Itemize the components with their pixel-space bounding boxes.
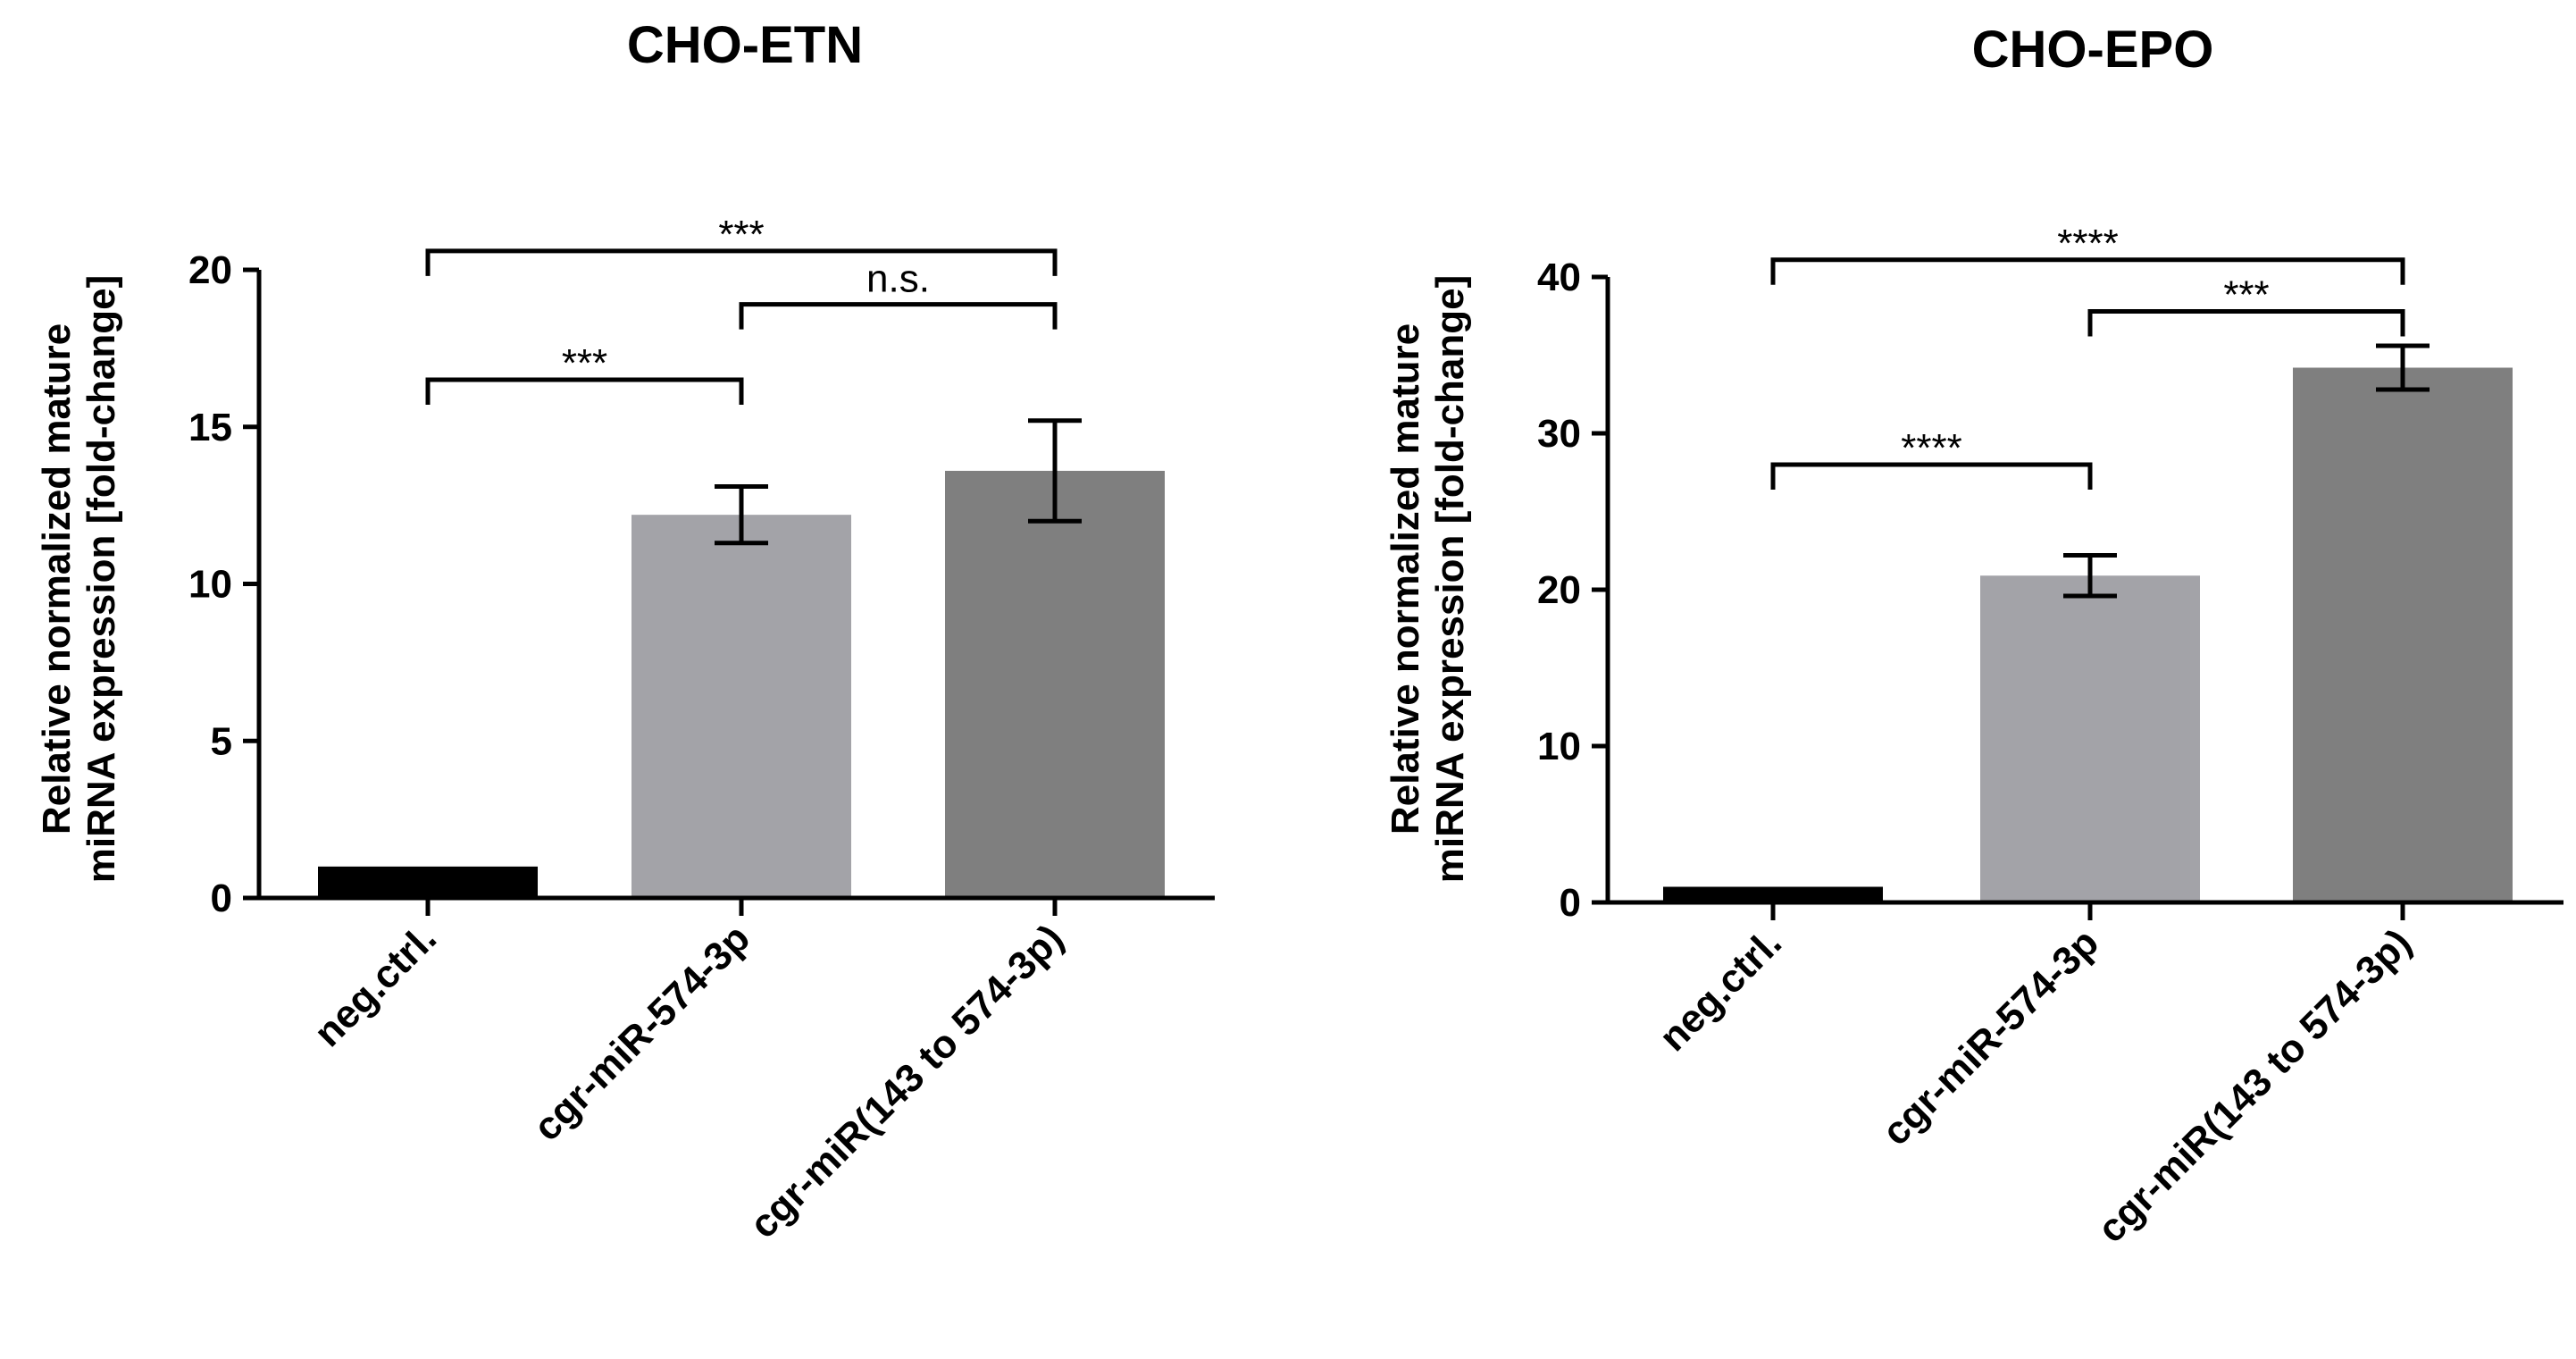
significance-bracket-line [1770,257,2405,285]
bar-2 [1980,575,2200,902]
significance-bracket-1: **** [1770,426,2093,490]
x-tick-label: cgr-miR(143 to 574-3p) [741,916,1072,1246]
significance-bracket-line [425,377,744,406]
y-tick-label: 20 [1537,568,1581,612]
y-tick-label: 15 [188,406,232,449]
significance-bracket-line [1770,462,2093,490]
bar-1 [318,866,538,898]
y-tick-label: 5 [211,719,232,763]
x-tick-label: cgr-miR-574-3p [525,916,758,1149]
significance-label: *** [718,213,764,256]
significance-bracket-1: *** [425,341,744,406]
bar-2 [631,515,851,898]
y-tick-label: 20 [188,248,232,292]
y-axis-label-line-1: Relative normalized mature [35,323,79,835]
chart-title: CHO-ETN [627,16,863,74]
error-bar-2 [715,484,768,546]
significance-label: n.s. [866,257,930,301]
significance-bracket-line [2087,309,2405,337]
x-tick-label: cgr-miR-574-3p [1874,920,2107,1153]
y-axis-label-line-1: Relative normalized mature [1384,323,1427,835]
y-tick-label: 10 [188,563,232,607]
y-axis-label-line-2: miRNA expression [fold-change] [79,275,123,883]
x-tick-label: neg.ctrl. [305,916,445,1055]
significance-label: **** [2057,222,2119,265]
y-axis-label-line-2: miRNA expression [fold-change] [1428,275,1472,883]
y-tick-label: 30 [1537,412,1581,456]
chart-panel-epo: CHO-EPO Relative normalized mature miRNA… [1384,21,2563,1251]
bar-3 [945,470,1165,898]
plot-area: 0 5 10 15 20 neg.ctrl. cgr-miR-574-3pcgr-miR(1… [188,213,1215,1246]
chart-title: CHO-EPO [1972,21,2214,79]
significance-bracket-3: *** [425,213,1058,276]
significance-label: *** [562,341,607,385]
y-tick-label: 0 [211,877,232,920]
significance-bracket-2: *** [2087,273,2405,337]
y-tick-label: 0 [1560,881,1581,925]
bar-1 [1663,886,1883,902]
error-bar-3 [2376,343,2430,392]
significance-label: *** [2223,273,2269,317]
chart-panel-etn: CHO-ETN Relative normalized mature miRNA… [35,16,1215,1246]
significance-bracket-line [425,248,1058,276]
significance-bracket-line [739,302,1058,330]
y-tick-label: 40 [1537,256,1581,299]
x-tick-label: neg.ctrl. [1651,920,1790,1060]
x-tick-label: cgr-miR(143 to 574-3p) [2089,920,2420,1251]
plot-area: 0 10 20 30 40 neg.ctrl. cgr-miR-574-3pcgr-miR(… [1537,222,2563,1251]
error-bar-2 [2063,553,2117,599]
significance-label: **** [1901,426,1962,470]
y-tick-label: 10 [1537,725,1581,768]
significance-bracket-3: **** [1770,222,2405,285]
bar-3 [2293,367,2513,902]
significance-bracket-2: n.s. [739,257,1058,330]
error-bar-3 [1028,418,1082,524]
